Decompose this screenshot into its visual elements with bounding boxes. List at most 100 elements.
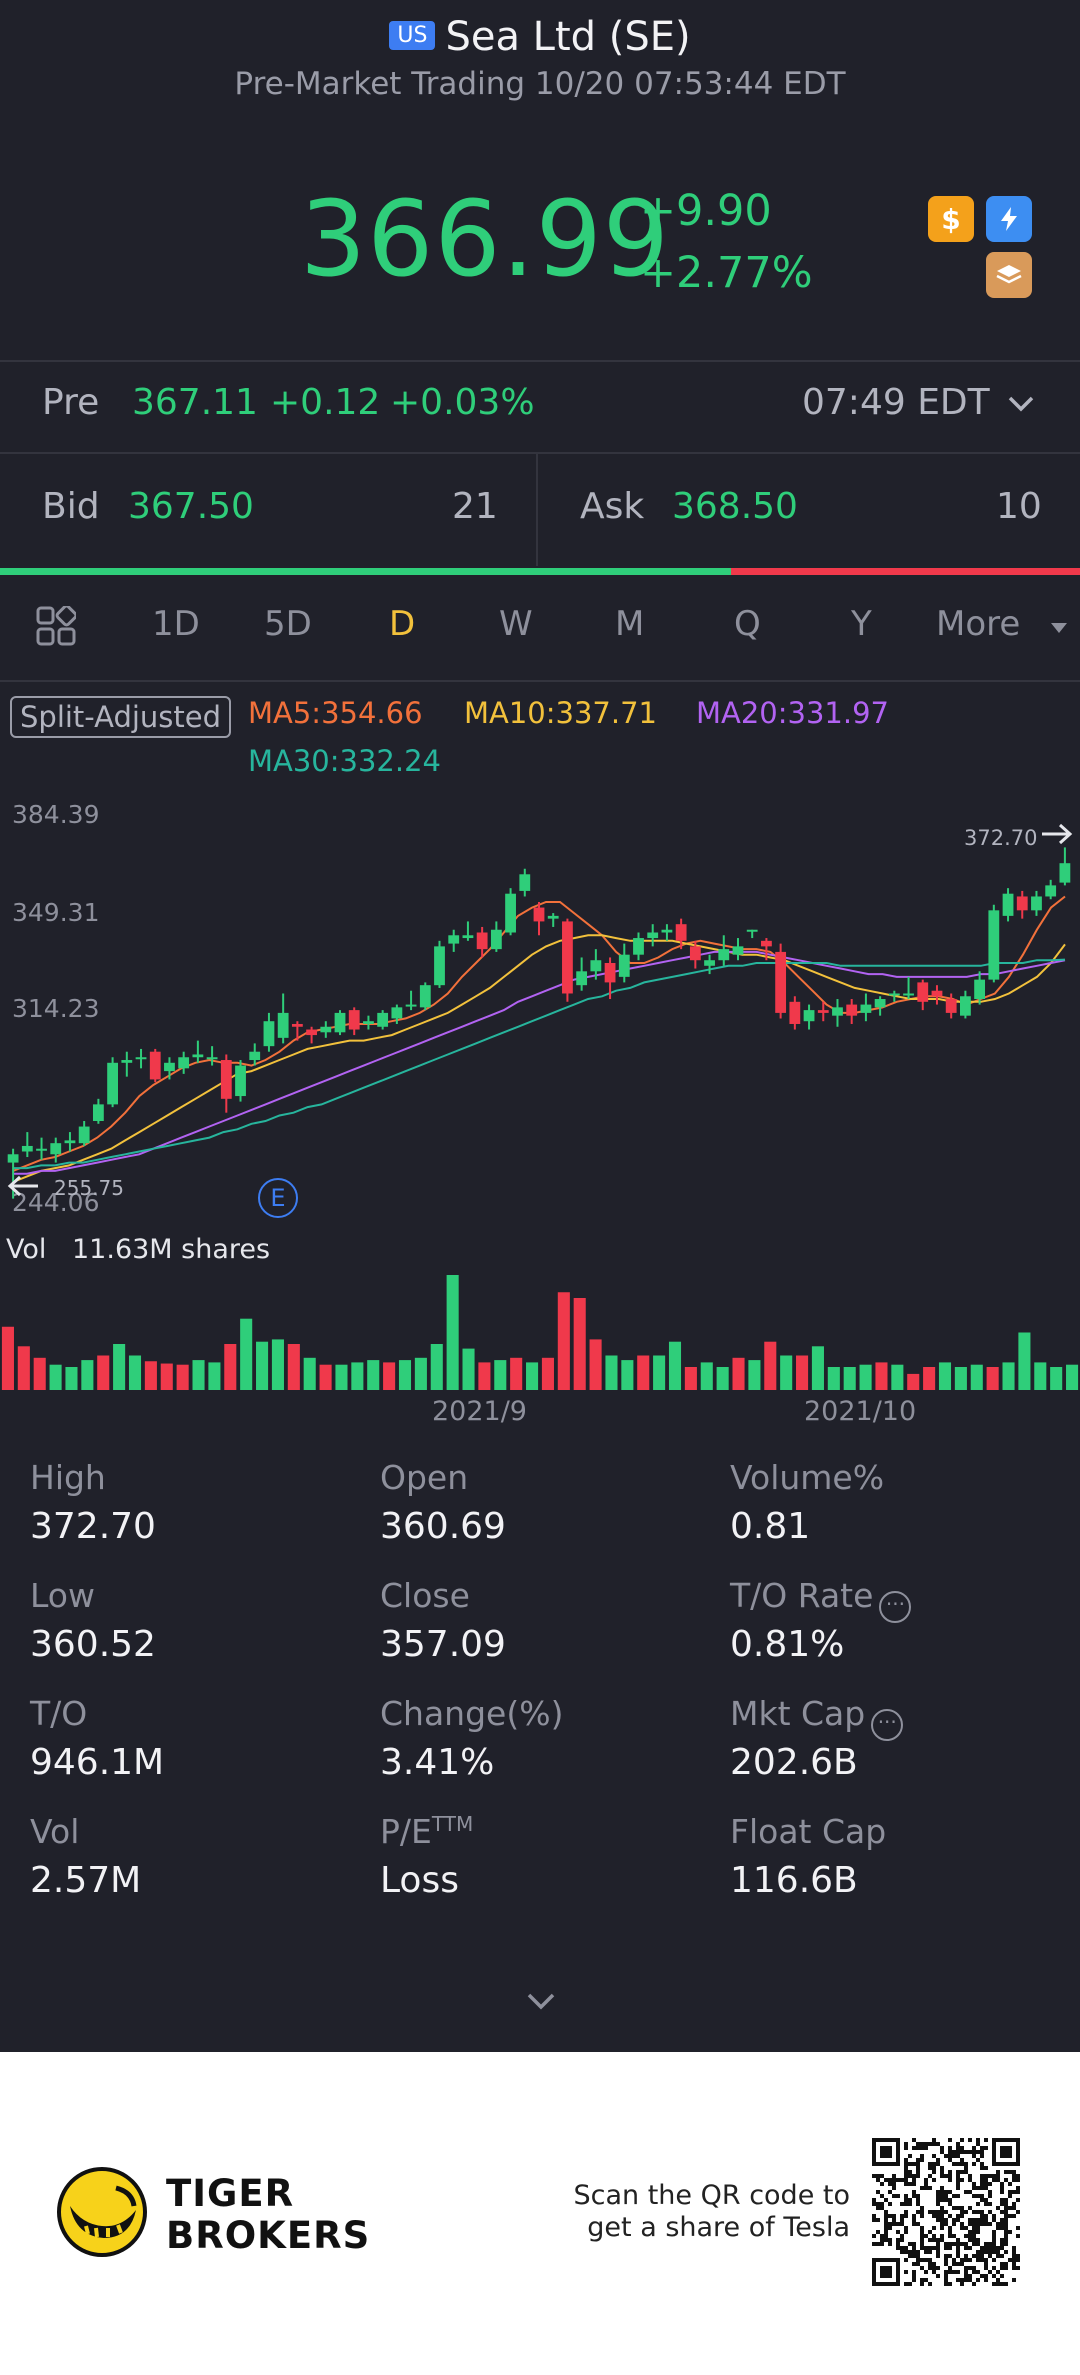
candle <box>363 1015 374 1030</box>
volume-bar <box>128 1355 142 1390</box>
candle <box>675 918 687 950</box>
tiger-logo-icon <box>57 2167 147 2257</box>
candle <box>36 1137 47 1160</box>
stat-value-vol: 2.57M <box>30 1860 142 1901</box>
volume-chart[interactable] <box>0 1270 1080 1390</box>
ma30-legend: MA30:332.24 <box>248 744 442 778</box>
volume-bar <box>1050 1367 1063 1390</box>
split-adjusted-toggle[interactable]: Split-Adjusted <box>10 696 232 738</box>
tab-more[interactable]: More <box>936 604 1021 644</box>
qr-promo-line2: get a share of Tesla <box>587 2212 850 2243</box>
pre-market-price: 367.11 <box>132 382 258 423</box>
layers-icon[interactable] <box>986 252 1032 298</box>
volume-bar <box>827 1367 840 1390</box>
stat-value-change-pct: 3.41% <box>380 1742 495 1783</box>
candle <box>334 1010 346 1036</box>
tab-d[interactable]: D <box>389 604 416 644</box>
volume-bar <box>192 1360 205 1390</box>
volume-bar <box>653 1355 666 1390</box>
caret-down-icon[interactable] <box>1050 622 1068 634</box>
candle <box>220 1054 232 1113</box>
candle <box>633 932 644 961</box>
stat-label-change-pct: Change(%) <box>380 1694 564 1733</box>
candle <box>576 957 588 991</box>
candle <box>945 993 957 1019</box>
candle <box>874 996 886 1016</box>
volume-bar <box>684 1367 697 1390</box>
more-info-icon[interactable]: ··· <box>871 1709 904 1741</box>
candle <box>917 979 929 1011</box>
candle <box>775 943 787 1019</box>
volume-bar <box>446 1275 459 1390</box>
candle <box>803 1004 815 1030</box>
volume-bar <box>430 1344 443 1390</box>
volume-bar <box>478 1362 491 1390</box>
volume-bar <box>271 1339 284 1390</box>
volume-bar <box>160 1363 173 1390</box>
volume-bar <box>1018 1332 1031 1390</box>
volume-bar <box>1066 1364 1079 1390</box>
chevron-down-icon[interactable] <box>1006 392 1036 416</box>
pe-superscript: TTM <box>431 1812 474 1836</box>
market-badge: US <box>389 21 436 50</box>
lightning-icon[interactable] <box>986 196 1032 242</box>
price-chart[interactable] <box>0 790 1080 1220</box>
more-info-icon[interactable]: ··· <box>879 1591 912 1623</box>
trading-session-status: Pre-Market Trading 10/20 07:53:44 EDT <box>234 66 846 102</box>
arrow-right-icon <box>1042 823 1073 845</box>
candle <box>50 1137 62 1163</box>
candle <box>562 918 573 1002</box>
stat-value-open: 360.69 <box>380 1506 506 1547</box>
volume-bar <box>351 1362 364 1390</box>
volume-bar <box>668 1341 682 1390</box>
volume-bar <box>81 1360 94 1390</box>
stat-label-close: Close <box>380 1576 470 1615</box>
pre-market-time[interactable]: 07:49 EDT <box>802 382 990 423</box>
expand-chevron-icon[interactable] <box>526 1990 556 2012</box>
candle <box>92 1098 104 1124</box>
candle <box>164 1057 175 1080</box>
candle <box>761 938 772 961</box>
tab-w[interactable]: W <box>499 604 533 644</box>
divider <box>0 360 1080 362</box>
ma20-legend: MA20:331.97 <box>696 696 890 730</box>
tab-5d[interactable]: 5D <box>264 604 312 644</box>
to-rate-text: T/O Rate <box>730 1576 874 1615</box>
qr-promo-line1: Scan the QR code to <box>573 2180 850 2211</box>
candle <box>490 921 502 952</box>
tab-q[interactable]: Q <box>734 604 761 644</box>
stat-label-mkt-cap: Mkt Cap ··· <box>730 1694 904 1741</box>
stat-value-mkt-cap: 202.6B <box>730 1742 858 1783</box>
volume-bar <box>716 1367 729 1390</box>
candle <box>988 904 1000 983</box>
stat-label-low: Low <box>30 1576 95 1615</box>
chart-layout-icon[interactable] <box>36 606 76 646</box>
candle <box>604 957 616 1000</box>
volume-bar <box>367 1360 380 1390</box>
candle <box>291 1021 303 1041</box>
divider <box>0 680 1080 682</box>
stat-value-volume-pct: 0.81 <box>730 1506 811 1547</box>
stat-label-volume-pct: Volume% <box>730 1458 885 1497</box>
volume-bar <box>732 1357 745 1390</box>
volume-bar <box>17 1346 30 1390</box>
candle <box>903 976 914 1000</box>
tab-m[interactable]: M <box>615 604 645 644</box>
candle <box>817 1001 829 1022</box>
earnings-marker[interactable]: E <box>258 1178 298 1218</box>
bid-ratio-bar <box>0 568 732 575</box>
dollar-icon[interactable]: $ <box>928 196 974 242</box>
volume-bar <box>510 1357 523 1390</box>
candle <box>178 1051 190 1074</box>
stock-name: Sea Ltd (SE) <box>445 14 691 60</box>
stat-value-high: 372.70 <box>30 1506 156 1547</box>
tab-1d[interactable]: 1D <box>152 604 200 644</box>
candle <box>21 1132 33 1158</box>
tab-y[interactable]: Y <box>851 604 872 644</box>
stat-value-close: 357.09 <box>380 1624 506 1665</box>
volume-bar <box>970 1364 983 1390</box>
brand-name-line2: BROKERS <box>166 2214 371 2257</box>
ask-size: 10 <box>996 486 1042 527</box>
last-price: 366.99 <box>300 178 670 300</box>
candle <box>647 924 659 947</box>
